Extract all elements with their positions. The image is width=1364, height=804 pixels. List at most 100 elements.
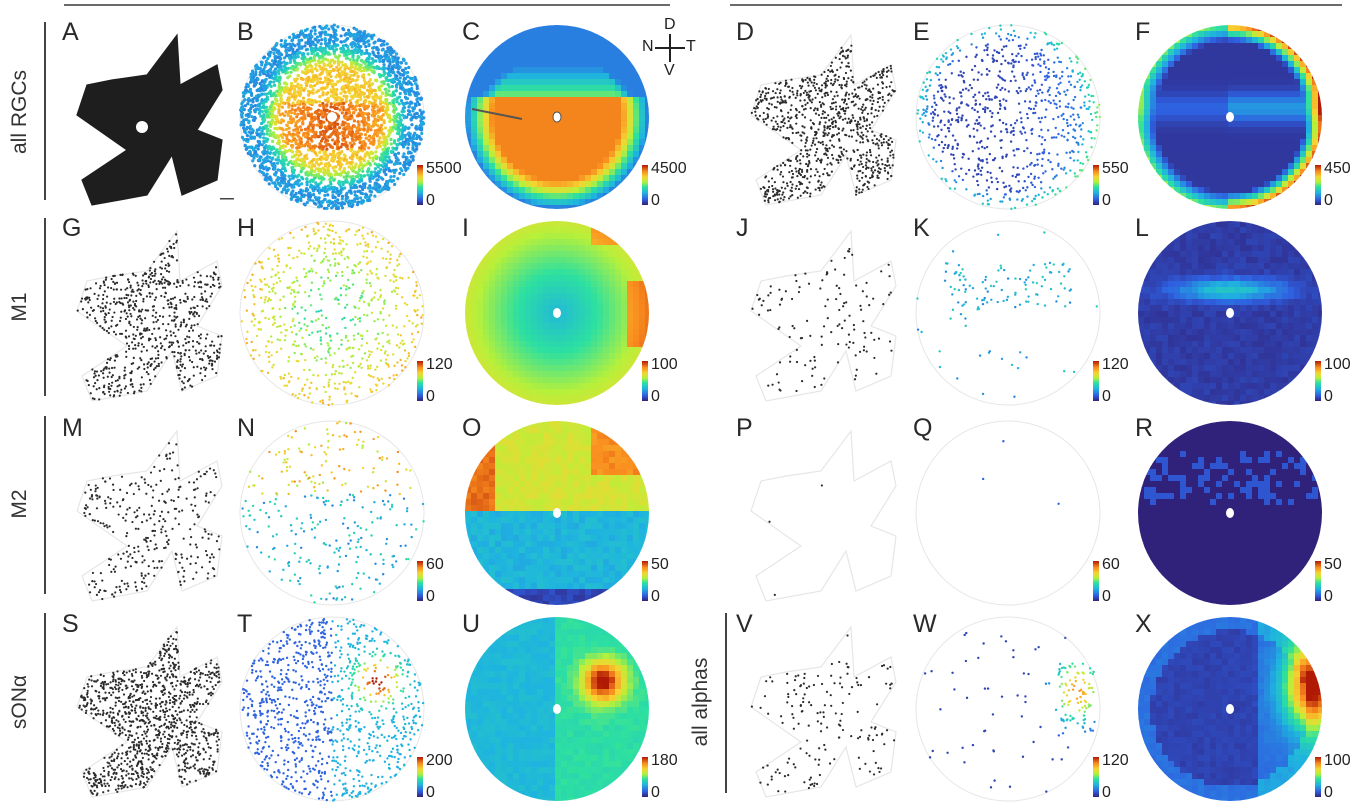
density-dot (295, 121, 298, 124)
heatmap-cell (501, 139, 508, 146)
density-dot (294, 56, 297, 59)
density-dot (289, 71, 292, 74)
density-dot (402, 58, 405, 61)
density-dot (280, 177, 283, 180)
cell-dot (850, 70, 852, 72)
heatmap-cell (489, 97, 496, 104)
cell-dot (834, 120, 836, 122)
density-dot (284, 87, 287, 90)
density-dot (363, 154, 366, 157)
heatmap-cell (567, 115, 574, 122)
density-dot (352, 37, 355, 40)
density-dot (395, 143, 398, 146)
density-dot (393, 93, 396, 96)
heatmap-cell (543, 49, 550, 56)
density-dot (363, 184, 366, 187)
density-dot (401, 135, 404, 138)
density-dot (360, 128, 363, 131)
density-dot (404, 169, 407, 172)
heatmap-cell (519, 73, 526, 80)
heatmap-cell (603, 109, 610, 116)
density-dot (339, 185, 342, 188)
density-dot (358, 88, 361, 91)
cell-dot (878, 110, 880, 112)
heatmap-cell (585, 121, 592, 128)
density-dot (257, 141, 260, 144)
heatmap-cell (489, 133, 496, 140)
heatmap-cell (507, 73, 514, 80)
heatmap-cell (561, 169, 568, 176)
heatmap-cell (507, 43, 514, 50)
density-dot (392, 50, 395, 53)
cell-dot (780, 89, 782, 91)
cell-dot (806, 156, 808, 158)
heatmap-cell (597, 115, 604, 122)
heatmap-cell (585, 139, 592, 146)
density-dot (319, 133, 322, 136)
cell-dot (788, 171, 790, 173)
density-dot (297, 55, 300, 58)
heatmap-cell (597, 37, 604, 44)
cell-dot (865, 162, 867, 164)
cell-dot (830, 79, 832, 81)
heatmap-cell (567, 181, 574, 188)
heatmap-cell (549, 133, 556, 140)
density-dot (377, 48, 380, 51)
heatmap-cell (579, 49, 586, 56)
cell-dot (804, 90, 806, 92)
heatmap-cell (477, 157, 484, 164)
density-dot (389, 53, 392, 56)
density-dot (260, 171, 263, 174)
density-dot (310, 185, 313, 188)
density-dot (300, 116, 303, 119)
optic-disc (136, 121, 148, 133)
heatmap-cell (507, 31, 514, 38)
density-dot (382, 119, 385, 122)
heatmap-cell (489, 79, 496, 86)
heatmap-cell (585, 175, 592, 182)
heatmap-cell (573, 85, 580, 92)
density-dot (333, 131, 336, 134)
density-dot (324, 39, 327, 42)
heatmap-cell (573, 163, 580, 170)
heatmap-cell (567, 43, 574, 50)
density-dot (357, 56, 360, 59)
cell-dot (776, 115, 778, 117)
density-dot (402, 152, 405, 155)
density-dot (292, 183, 295, 186)
cell-dot (797, 197, 799, 199)
heatmap-cell (531, 181, 538, 188)
cell-dot (822, 113, 824, 115)
density-dot (358, 39, 361, 42)
heatmap-cell (621, 61, 628, 68)
density-dot (266, 95, 269, 98)
cell-dot (757, 107, 759, 109)
density-dot (253, 164, 256, 167)
density-dot (313, 26, 316, 29)
density-dot (332, 179, 335, 182)
density-dot (331, 79, 334, 82)
density-dot (242, 121, 245, 124)
density-dot (381, 148, 384, 151)
cell-dot (771, 119, 773, 121)
density-dot (393, 183, 396, 186)
density-dot (316, 35, 319, 38)
heatmap-cell (507, 55, 514, 62)
density-dot (389, 118, 392, 121)
cell-dot (865, 84, 867, 86)
density-dot (411, 155, 414, 158)
density-dot (404, 67, 407, 70)
density-dot (277, 139, 280, 142)
density-dot (316, 41, 319, 44)
heatmap-cell (495, 91, 502, 98)
density-dot (283, 114, 286, 117)
density-dot (264, 78, 267, 81)
heatmap-cell (531, 139, 538, 146)
density-dot (269, 133, 272, 136)
colorbar-c (642, 165, 648, 205)
heatmap-cell (573, 67, 580, 74)
heatmap-cell (603, 67, 610, 74)
heatmap-cell (513, 37, 520, 44)
density-dot (270, 63, 273, 66)
cell-dot (845, 65, 847, 67)
